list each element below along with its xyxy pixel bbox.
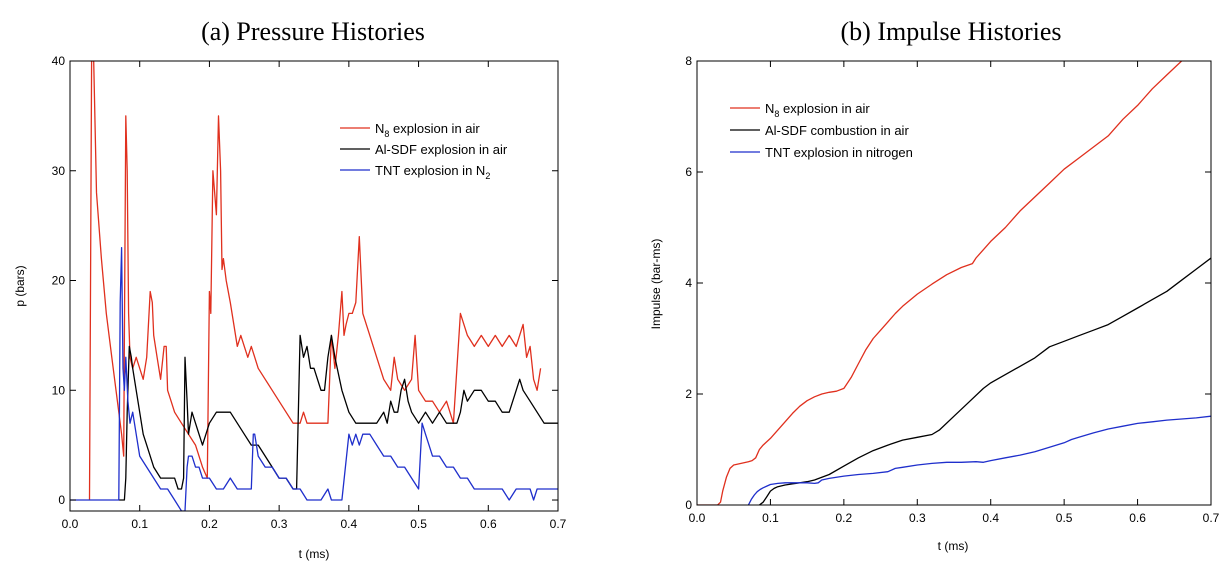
y-axis-label-b: Impulse (bar-ms): [649, 239, 663, 330]
y-tick-label-b-4: 8: [685, 54, 692, 68]
x-tick-label-b-1: 0.1: [762, 511, 779, 525]
x-tick-label-a-6: 0.6: [480, 517, 497, 531]
pressure-plot-frame: [69, 60, 559, 512]
x-axis-label-b: t (ms): [938, 539, 969, 553]
pressure-axes: 0.0 0.1 0.2 0.3 0.4 0.5 0.6 0.7 0 10 20 30 40: [52, 54, 567, 531]
y-tick-label-b-0: 0: [685, 498, 692, 512]
x-tick-label-b-7: 0.7: [1203, 511, 1220, 525]
series-line-a-1: [118, 334, 558, 501]
pressure-legend: N8 explosion in air Al-SDF explosion in a…: [340, 121, 508, 181]
series-line-b-2: [747, 415, 1211, 505]
legend-label-a-2: TNT explosion in N2: [375, 163, 490, 181]
chart-title-b: (b) Impulse Histories: [841, 17, 1062, 46]
impulse-histories-panel: (b) Impulse Histories N8 explosion in ai…: [649, 17, 1220, 553]
x-tick-label-b-5: 0.5: [1056, 511, 1073, 525]
x-tick-label-a-1: 0.1: [131, 517, 148, 531]
x-tick-label-a-2: 0.2: [201, 517, 218, 531]
x-tick-label-a-5: 0.5: [410, 517, 427, 531]
legend-label-b-1: Al-SDF combustion in air: [765, 123, 909, 138]
series-line-a-0: [88, 61, 542, 501]
x-tick-label-b-6: 0.6: [1129, 511, 1146, 525]
pressure-series-group: [70, 61, 558, 511]
y-tick-label-a-2: 20: [52, 274, 66, 288]
y-tick-label-a-3: 30: [52, 164, 66, 178]
impulse-axes: 0.0 0.1 0.2 0.3 0.4 0.5 0.6 0.7 0 2 4 6 8: [685, 54, 1219, 525]
x-tick-label-b-4: 0.4: [982, 511, 999, 525]
y-tick-label-a-0: 0: [58, 493, 65, 507]
x-tick-label-b-3: 0.3: [909, 511, 926, 525]
x-tick-label-a-3: 0.3: [271, 517, 288, 531]
impulse-plot-frame: [696, 60, 1212, 506]
x-tick-label-b-0: 0.0: [689, 511, 706, 525]
y-tick-label-b-1: 2: [685, 387, 692, 401]
x-tick-label-a-4: 0.4: [341, 517, 358, 531]
x-axis-label-a: t (ms): [299, 547, 330, 561]
impulse-legend: N8 explosion in air Al-SDF combustion in …: [730, 101, 913, 160]
legend-label-a-0: N8 explosion in air: [375, 121, 480, 139]
y-tick-label-a-1: 10: [52, 383, 66, 397]
x-tick-label-a-7: 0.7: [550, 517, 567, 531]
series-line-b-1: [759, 257, 1211, 505]
pressure-histories-panel: (a) Pressure Histories N8 explosion in a…: [13, 17, 567, 561]
legend-label-b-0: N8 explosion in air: [765, 101, 870, 119]
series-line-a-2: [70, 246, 558, 511]
y-tick-label-b-2: 4: [685, 276, 692, 290]
y-tick-label-b-3: 6: [685, 165, 692, 179]
series-line-b-0: [697, 61, 1184, 505]
y-tick-label-a-4: 40: [52, 54, 66, 68]
impulse-series-group: [697, 61, 1211, 505]
legend-label-a-1: Al-SDF explosion in air: [375, 142, 508, 157]
x-tick-label-b-2: 0.2: [836, 511, 853, 525]
y-axis-label-a: p (bars): [13, 265, 27, 306]
legend-label-b-2: TNT explosion in nitrogen: [765, 145, 913, 160]
x-tick-label-a-0: 0.0: [62, 517, 79, 531]
chart-title-a: (a) Pressure Histories: [201, 17, 425, 46]
